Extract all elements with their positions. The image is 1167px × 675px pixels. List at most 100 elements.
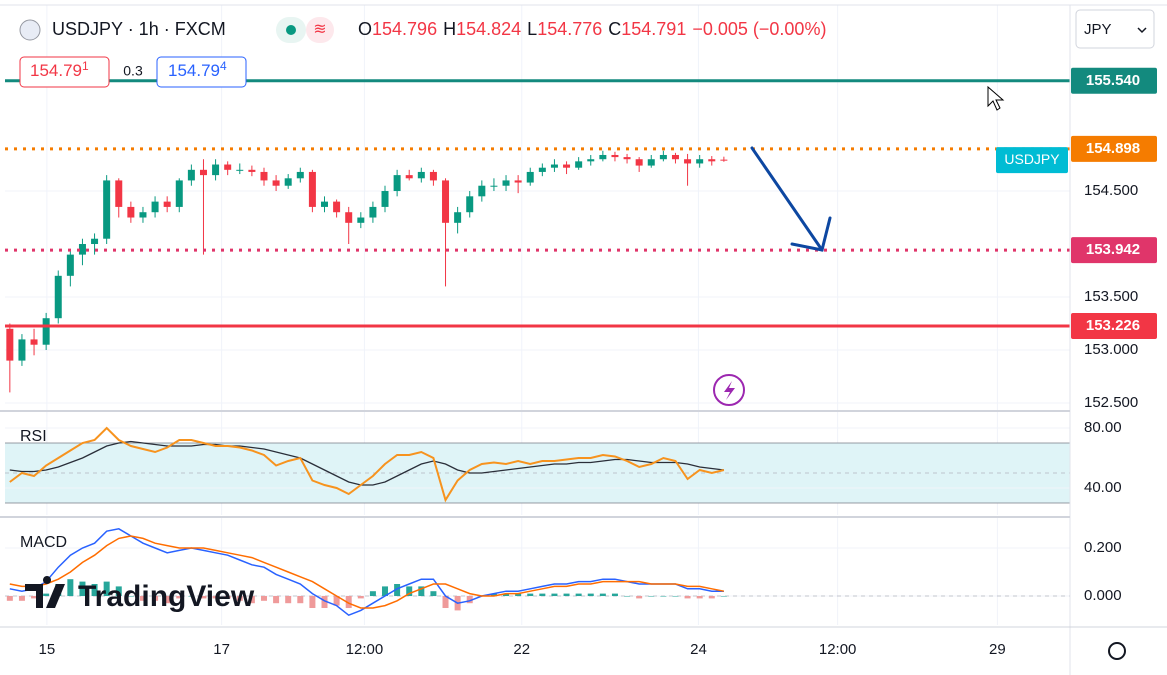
candle-body [6,328,14,361]
sell-main: 154.79 [30,61,82,80]
histogram-bar [503,593,510,597]
candle-body [502,180,510,186]
spread: 0.3 [123,63,143,79]
histogram-bar [430,591,437,597]
histogram-bar [551,593,558,597]
candle-body [575,161,583,168]
candle-body [345,212,353,223]
histogram-bar [418,586,425,597]
histogram-bar [357,596,364,599]
histogram-bar [442,596,449,609]
histogram-bar [6,596,13,601]
pane-title: RSI [20,428,47,445]
candle-body [538,167,546,172]
settings-button[interactable] [1108,642,1126,660]
candle-body [550,164,558,168]
y-tick-label: 154.500 [1084,182,1138,199]
candle-body [115,180,123,207]
indicator-line [9,535,725,609]
logo: TradingView [25,576,255,613]
status-pill[interactable] [306,17,334,43]
histogram-bar [672,596,679,597]
buy-button[interactable] [156,56,247,88]
y-tick-label: 80.00 [1084,419,1122,436]
candle-body [91,238,99,245]
histogram-bar [67,579,74,597]
x-tick-label: 12:00 [819,641,857,658]
histogram-bar [103,581,110,597]
candle-body [599,154,607,160]
candle-body [18,339,26,361]
histogram-bar [321,596,328,609]
candle-body [54,275,62,319]
level-label: 155.540 [1086,72,1140,89]
x-tick-label: 24 [690,641,707,658]
y-tick-label: 153.500 [1084,288,1138,305]
indicator-line [9,528,724,617]
buy-price: 154.794 [168,59,227,80]
candle-body [720,159,728,161]
arrow-shaft [750,146,824,252]
candle-body [429,171,437,181]
histogram-bar [248,596,255,604]
open-value: 154.796 [372,19,437,39]
histogram-bar [200,596,207,599]
logo-text: TradingView [78,580,255,613]
candle-body [236,169,244,171]
close-value: 154.791 [621,19,686,39]
candle-body [563,164,571,168]
level-tag [1071,135,1157,162]
candle-body [333,201,341,213]
candle-body [647,159,655,166]
mouse-cursor [987,85,1005,111]
change: −0.005 (−0.00%) [692,19,826,39]
arrow-head [790,216,832,252]
histogram-bar [224,596,231,599]
histogram-bar [115,586,122,597]
histogram-bar [273,596,280,604]
x-tick-label: 17 [213,641,230,658]
candle-body [175,180,183,207]
x-tick-label: 12:00 [346,641,384,658]
histogram-bar [490,593,497,597]
y-tick-label: 40.00 [1084,479,1122,496]
histogram-bar [587,593,594,597]
currency-select[interactable] [1075,9,1155,49]
low-label: L [527,19,537,39]
histogram-bar [91,584,98,597]
candle-body [224,164,232,170]
candle-body [635,159,643,166]
level-tag [1071,237,1157,264]
histogram-bar [345,596,352,609]
histogram-bar [79,581,86,597]
level-tag [1071,67,1157,94]
y-tick-label: 152.500 [1084,394,1138,411]
symbol-tag [996,147,1068,174]
candle-body [42,318,50,345]
candle-body [671,154,679,160]
indicator-line [9,426,725,503]
histogram-bar [636,596,643,599]
currency: JPY [1084,21,1112,38]
histogram-bar [176,596,183,599]
candle-body [405,175,413,179]
histogram-bar [648,596,655,597]
low-value: 154.776 [537,19,602,39]
sell-button[interactable] [19,56,110,88]
candle-body [514,180,522,183]
histogram-bar [152,596,159,601]
arrow-drawing[interactable] [750,146,832,252]
candle-body [466,196,474,213]
candle-body [139,212,147,218]
histogram-bar [515,593,522,597]
candle-body [187,169,195,181]
candle-body [659,154,667,160]
candle-body [393,175,401,192]
histogram-bar [394,584,401,597]
candle-body [623,157,631,160]
candle-body [78,244,86,255]
candle-body [369,206,377,218]
histogram-bar [212,596,219,599]
candle-body [684,159,692,164]
candle-body [260,171,268,181]
